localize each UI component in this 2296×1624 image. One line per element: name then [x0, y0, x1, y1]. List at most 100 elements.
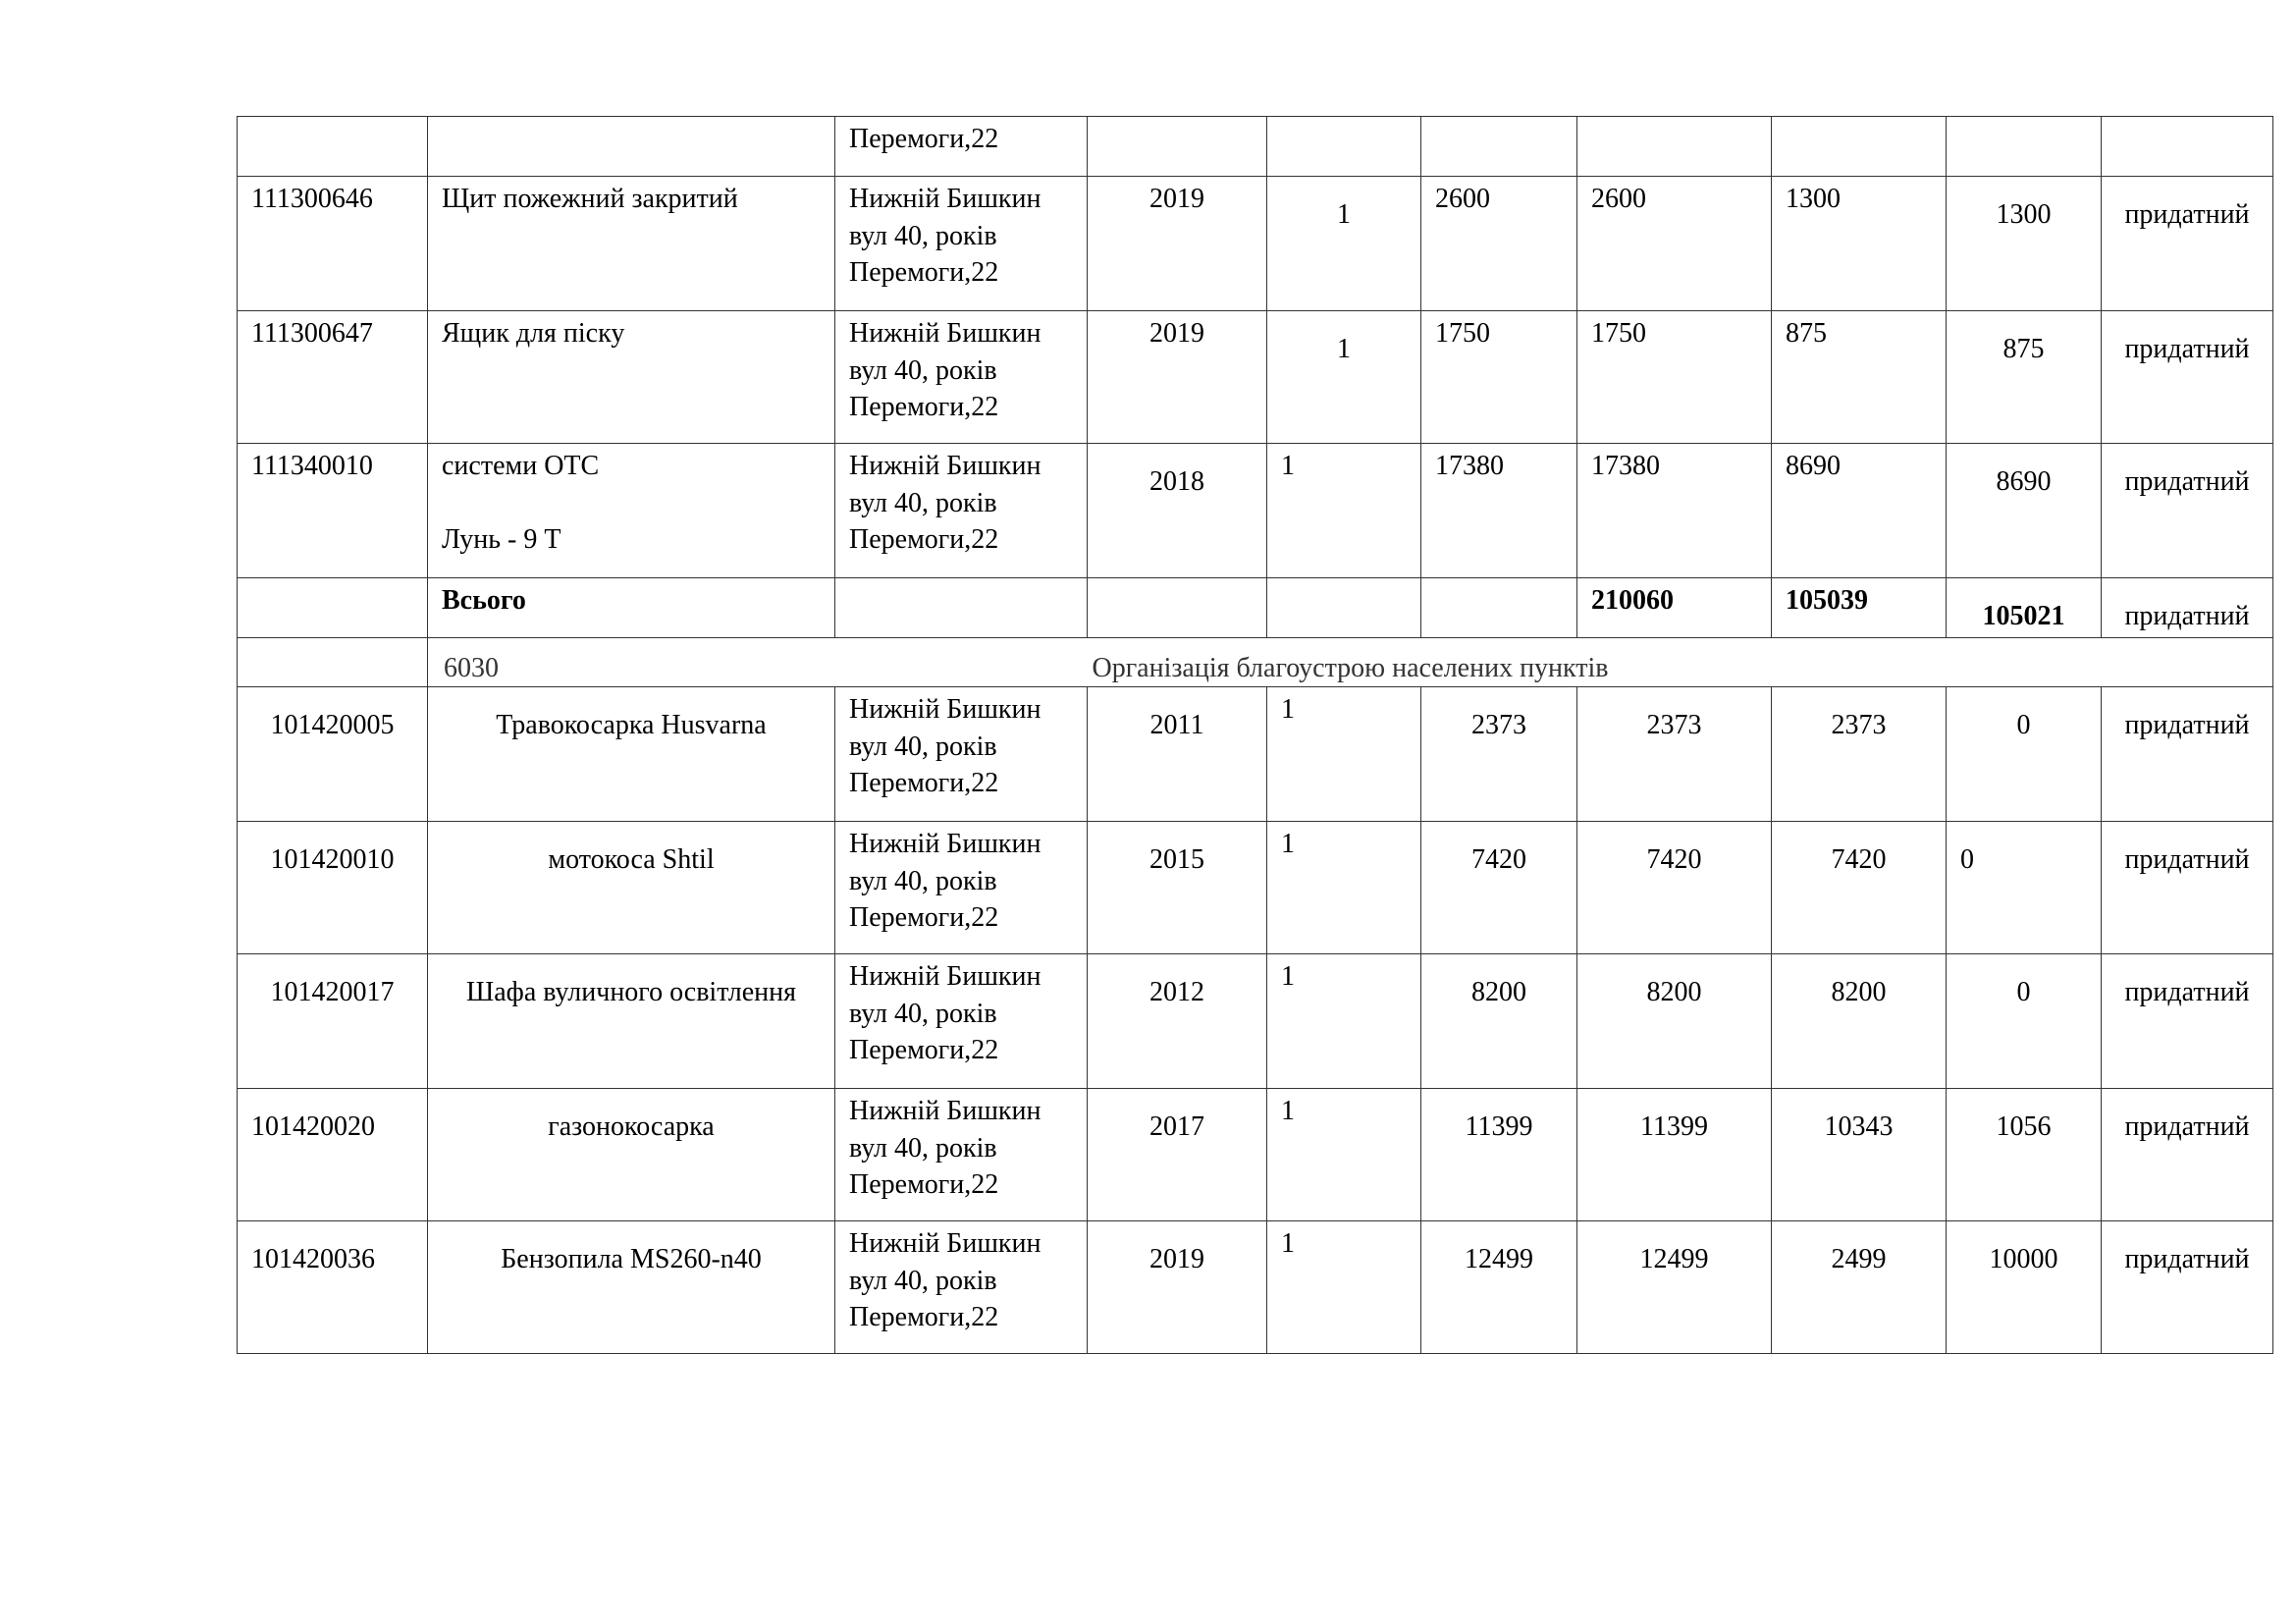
year-cell: 2011 — [1087, 686, 1267, 822]
item-name-cell: Травокосарка Husvarna — [427, 686, 835, 822]
inventory-number-cell — [237, 577, 428, 638]
year-cell — [1087, 577, 1267, 638]
quantity-cell: 1 — [1266, 686, 1421, 822]
wear-cell: 2373 — [1771, 686, 1947, 822]
section-code: 6030 — [444, 652, 499, 683]
balance-value-cell: 10000 — [1946, 1220, 2102, 1354]
year-cell: 2012 — [1087, 953, 1267, 1089]
section-empty-cell — [237, 637, 428, 687]
inventory-number-cell: 111300647 — [237, 310, 428, 444]
table-row: 111340010 системи ОТС Лунь - 9 Т Нижній Би… — [237, 443, 2273, 578]
address-cell: Нижній Бишкин вул 40, років Перемоги,22 — [834, 1088, 1088, 1221]
wear-cell: 1300 — [1771, 176, 1947, 311]
balance-value-cell: 0 — [1946, 821, 2102, 954]
address-cell: Нижній Бишкин вул 40, років Перемоги,22 — [834, 953, 1088, 1089]
price-cell: 1750 — [1420, 310, 1577, 444]
quantity-cell: 1 — [1266, 1088, 1421, 1221]
quantity-cell: 1 — [1266, 310, 1421, 444]
table-row: 101420036 Бензопила MS260-n40 Нижній Бишки… — [237, 1220, 2273, 1354]
price-cell: 7420 — [1420, 821, 1577, 954]
quantity-cell — [1266, 116, 1421, 177]
quantity-cell: 1 — [1266, 176, 1421, 311]
inventory-number-cell: 101420005 — [237, 686, 428, 822]
condition-cell: придатний — [2101, 176, 2273, 311]
wear-cell: 875 — [1771, 310, 1947, 444]
balance-value-cell: 105021 — [1946, 577, 2102, 638]
table-row: 101420005 Травокосарка Husvarna Нижній Биш… — [237, 686, 2273, 822]
condition-cell: придатний — [2101, 821, 2273, 954]
item-name-cell: Бензопила MS260-n40 — [427, 1220, 835, 1354]
cost-cell: 2373 — [1576, 686, 1772, 822]
inventory-number-cell: 111340010 — [237, 443, 428, 578]
quantity-cell: 1 — [1266, 443, 1421, 578]
wear-cell: 7420 — [1771, 821, 1947, 954]
balance-value-cell: 1300 — [1946, 176, 2102, 311]
table-body: Перемоги,22 111300646 Щит пожежний закрити… — [237, 116, 2273, 1354]
table-row: 111300647 Ящик для піску Нижній Бишкин вул… — [237, 310, 2273, 444]
condition-cell: придатний — [2101, 577, 2273, 638]
table-row: 101420017 Шафа вуличного освітлення Нижній… — [237, 953, 2273, 1089]
item-name-cell — [427, 116, 835, 177]
item-name-cell: Щит пожежний закритий — [427, 176, 835, 311]
balance-value-cell — [1946, 116, 2102, 177]
cost-cell: 210060 — [1576, 577, 1772, 638]
address-cell: Нижній Бишкин вул 40, років Перемоги,22 — [834, 1220, 1088, 1354]
inventory-number-cell: 111300646 — [237, 176, 428, 311]
condition-cell: придатний — [2101, 310, 2273, 444]
wear-cell: 10343 — [1771, 1088, 1947, 1221]
cost-cell: 8200 — [1576, 953, 1772, 1089]
condition-cell: придатний — [2101, 1088, 2273, 1221]
address-cell: Нижній Бишкин вул 40, років Перемоги,22 — [834, 821, 1088, 954]
year-cell: 2019 — [1087, 176, 1267, 311]
condition-cell: придатний — [2101, 686, 2273, 822]
quantity-cell — [1266, 577, 1421, 638]
price-cell: 17380 — [1420, 443, 1577, 578]
quantity-cell: 1 — [1266, 821, 1421, 954]
year-cell: 2018 — [1087, 443, 1267, 578]
table-row: Перемоги,22 — [237, 116, 2273, 177]
inventory-table: Перемоги,22 111300646 Щит пожежний закрити… — [237, 116, 2273, 1354]
inventory-number-cell — [237, 116, 428, 177]
condition-cell: придатний — [2101, 443, 2273, 578]
total-row: Всього 210060 105039 105021 придатний — [237, 577, 2273, 638]
inventory-number-cell: 101420010 — [237, 821, 428, 954]
inventory-number-cell: 101420036 — [237, 1220, 428, 1354]
address-cell — [834, 577, 1088, 638]
cost-cell: 17380 — [1576, 443, 1772, 578]
section-title: Організація благоустрою населених пункті… — [1092, 652, 1609, 683]
table-row: 111300646 Щит пожежний закритий Нижній Биш… — [237, 176, 2273, 311]
price-cell: 8200 — [1420, 953, 1577, 1089]
item-name-cell: Всього — [427, 577, 835, 638]
balance-value-cell: 8690 — [1946, 443, 2102, 578]
cost-cell: 1750 — [1576, 310, 1772, 444]
item-name-cell: Ящик для піску — [427, 310, 835, 444]
year-cell: 2019 — [1087, 1220, 1267, 1354]
price-cell — [1420, 577, 1577, 638]
price-cell: 2373 — [1420, 686, 1577, 822]
wear-cell: 2499 — [1771, 1220, 1947, 1354]
balance-value-cell: 1056 — [1946, 1088, 2102, 1221]
cost-cell: 7420 — [1576, 821, 1772, 954]
balance-value-cell: 0 — [1946, 953, 2102, 1089]
wear-cell: 8200 — [1771, 953, 1947, 1089]
condition-cell: придатний — [2101, 1220, 2273, 1354]
section-row: 6030 Організація благоустрою населених пу… — [237, 637, 2273, 687]
cost-cell: 11399 — [1576, 1088, 1772, 1221]
year-cell: 2015 — [1087, 821, 1267, 954]
inventory-number-cell: 101420020 — [237, 1088, 428, 1221]
price-cell: 12499 — [1420, 1220, 1577, 1354]
cost-cell: 2600 — [1576, 176, 1772, 311]
year-cell: 2017 — [1087, 1088, 1267, 1221]
address-cell: Нижній Бишкин вул 40, років Перемоги,22 — [834, 176, 1088, 311]
year-cell: 2019 — [1087, 310, 1267, 444]
balance-value-cell: 0 — [1946, 686, 2102, 822]
inventory-number-cell: 101420017 — [237, 953, 428, 1089]
address-cell: Нижній Бишкин вул 40, років Перемоги,22 — [834, 443, 1088, 578]
section-header-cell: 6030 Організація благоустрою населених пу… — [427, 637, 2273, 687]
cost-cell: 12499 — [1576, 1220, 1772, 1354]
cost-cell — [1576, 116, 1772, 177]
balance-value-cell: 875 — [1946, 310, 2102, 444]
wear-cell: 8690 — [1771, 443, 1947, 578]
item-name-cell: газонокосарка — [427, 1088, 835, 1221]
address-cell: Нижній Бишкин вул 40, років Перемоги,22 — [834, 310, 1088, 444]
